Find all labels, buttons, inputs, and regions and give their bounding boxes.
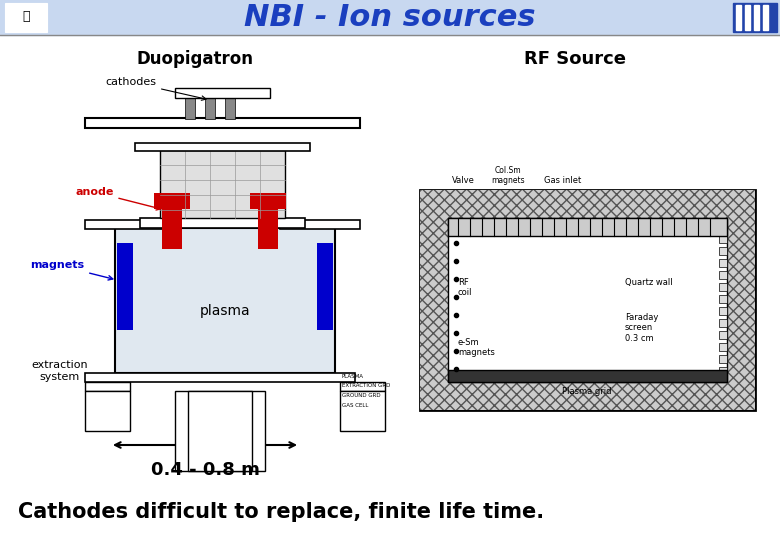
Text: Gas inlet: Gas inlet — [544, 176, 582, 185]
Text: Valve: Valve — [452, 176, 474, 185]
Bar — [85, 220, 165, 229]
Bar — [448, 370, 727, 382]
Text: Col.Sm
magnets: Col.Sm magnets — [491, 166, 525, 185]
Bar — [85, 373, 355, 382]
Bar — [225, 95, 235, 119]
Text: 0.4 - 0.8 m: 0.4 - 0.8 m — [151, 461, 260, 479]
Text: GAS CELL: GAS CELL — [342, 403, 368, 408]
Bar — [719, 247, 727, 255]
Bar — [719, 271, 727, 279]
Text: PLASMA: PLASMA — [342, 374, 364, 379]
Bar — [175, 391, 265, 471]
Bar — [719, 319, 727, 327]
Text: extraction
system: extraction system — [32, 360, 88, 382]
Bar — [340, 382, 385, 391]
Text: anode: anode — [75, 187, 161, 210]
Bar — [719, 355, 727, 363]
Text: Duopigatron: Duopigatron — [136, 50, 254, 68]
Bar — [85, 391, 130, 431]
Text: e-Sm
magnets: e-Sm magnets — [458, 338, 495, 357]
Bar — [719, 283, 727, 291]
Bar — [258, 209, 278, 249]
Bar — [763, 5, 768, 30]
Bar — [719, 259, 727, 267]
Bar — [719, 367, 727, 375]
Text: Faraday
screen
0.3 cm: Faraday screen 0.3 cm — [625, 313, 658, 343]
Text: Cathodes difficult to replace, finite life time.: Cathodes difficult to replace, finite li… — [18, 502, 544, 522]
Bar — [448, 218, 727, 382]
Bar — [185, 95, 195, 119]
Text: GROUND GRD: GROUND GRD — [342, 393, 381, 398]
Bar — [733, 3, 777, 32]
Bar — [719, 295, 727, 303]
Text: Quartz wall: Quartz wall — [625, 278, 672, 287]
Bar — [280, 220, 360, 229]
Bar — [175, 88, 270, 98]
Bar — [719, 307, 727, 315]
Bar — [719, 235, 727, 243]
Bar — [0, 0, 780, 35]
Bar — [754, 5, 759, 30]
Bar — [420, 190, 755, 410]
Bar — [140, 218, 305, 228]
Bar — [719, 343, 727, 351]
Bar — [736, 5, 741, 30]
Bar — [745, 5, 750, 30]
Bar — [317, 243, 333, 330]
Text: RF Source: RF Source — [524, 50, 626, 68]
Bar — [420, 190, 755, 410]
Bar — [5, 3, 47, 32]
Bar — [115, 228, 335, 373]
Bar — [85, 382, 130, 391]
Bar — [719, 331, 727, 339]
Bar — [160, 150, 285, 218]
Text: magnets: magnets — [30, 260, 113, 280]
Bar — [340, 391, 385, 431]
Bar — [448, 218, 727, 236]
Text: 🐦: 🐦 — [23, 10, 30, 24]
Text: NBI - Ion sources: NBI - Ion sources — [244, 3, 536, 32]
Bar — [250, 193, 286, 209]
Bar — [162, 209, 182, 249]
Bar — [135, 143, 310, 151]
Bar — [719, 223, 727, 231]
Bar — [188, 391, 252, 471]
Text: cathodes: cathodes — [105, 77, 206, 100]
Bar — [117, 243, 133, 330]
Bar — [205, 95, 215, 119]
Text: EXTRACTION GRD: EXTRACTION GRD — [342, 383, 390, 388]
Text: RF
coil: RF coil — [458, 278, 473, 298]
Text: Plasma grid: Plasma grid — [562, 387, 612, 396]
Bar — [85, 118, 360, 128]
Bar — [154, 193, 190, 209]
Text: plasma: plasma — [200, 303, 250, 318]
